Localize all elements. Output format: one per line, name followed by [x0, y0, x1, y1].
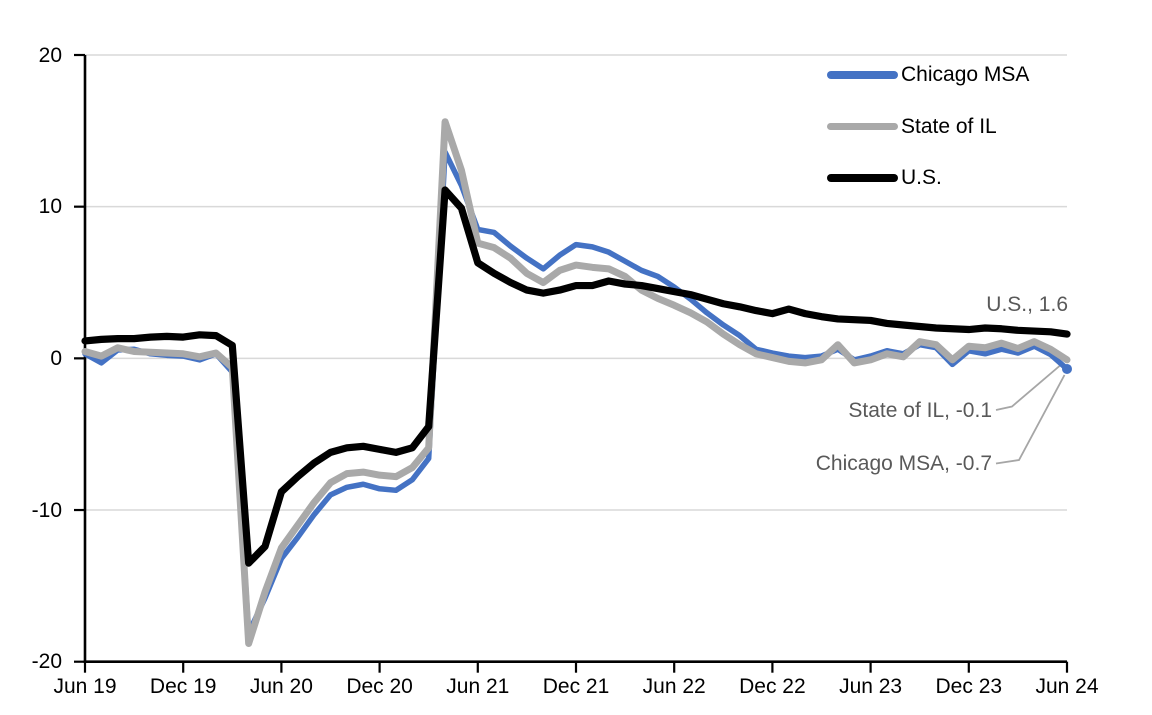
x-axis-label: Jun 23	[839, 675, 903, 698]
legend-swatch-chicago-msa	[827, 71, 898, 79]
x-axis-label: Dec 19	[149, 675, 217, 698]
leader-line-state-of-il	[995, 362, 1064, 411]
legend-label: Chicago MSA	[901, 63, 1030, 86]
x-axis-label: Dec 21	[542, 675, 610, 698]
series-end-marker-chicago-msa	[1062, 363, 1072, 374]
y-axis-label: -20	[31, 650, 62, 674]
x-axis-label: Jun 21	[446, 675, 510, 698]
x-axis-label: Dec 23	[935, 675, 1003, 698]
series-line-state-of-il	[81, 118, 1071, 647]
y-axis-label: 0	[50, 346, 62, 370]
x-axis-label: Jun 20	[249, 675, 313, 698]
end-label-us: U.S., 1.6	[986, 293, 1068, 316]
legend-label: State of IL	[901, 114, 997, 138]
y-axis-label: -10	[31, 498, 62, 522]
x-axis-label: Jun 19	[53, 675, 117, 698]
end-label-chicago-msa: Chicago MSA, -0.7	[815, 452, 992, 475]
y-axis-label: 10	[38, 195, 62, 219]
series-line-u-s	[81, 186, 1071, 567]
end-label-state-of-il: State of IL, -0.1	[848, 399, 992, 422]
leader-line-chicago-msa	[995, 374, 1066, 465]
x-axis-label: Dec 20	[346, 675, 413, 698]
x-axis-label: Jun 24	[1035, 675, 1099, 698]
legend-swatch-u-s	[827, 174, 898, 182]
legend-swatch-state-of-il	[827, 122, 898, 131]
legend-label: U.S.	[901, 166, 942, 190]
x-axis-label: Jun 22	[642, 675, 706, 698]
y-axis-label: 20	[38, 43, 62, 67]
x-axis-label: Dec 22	[739, 675, 806, 698]
